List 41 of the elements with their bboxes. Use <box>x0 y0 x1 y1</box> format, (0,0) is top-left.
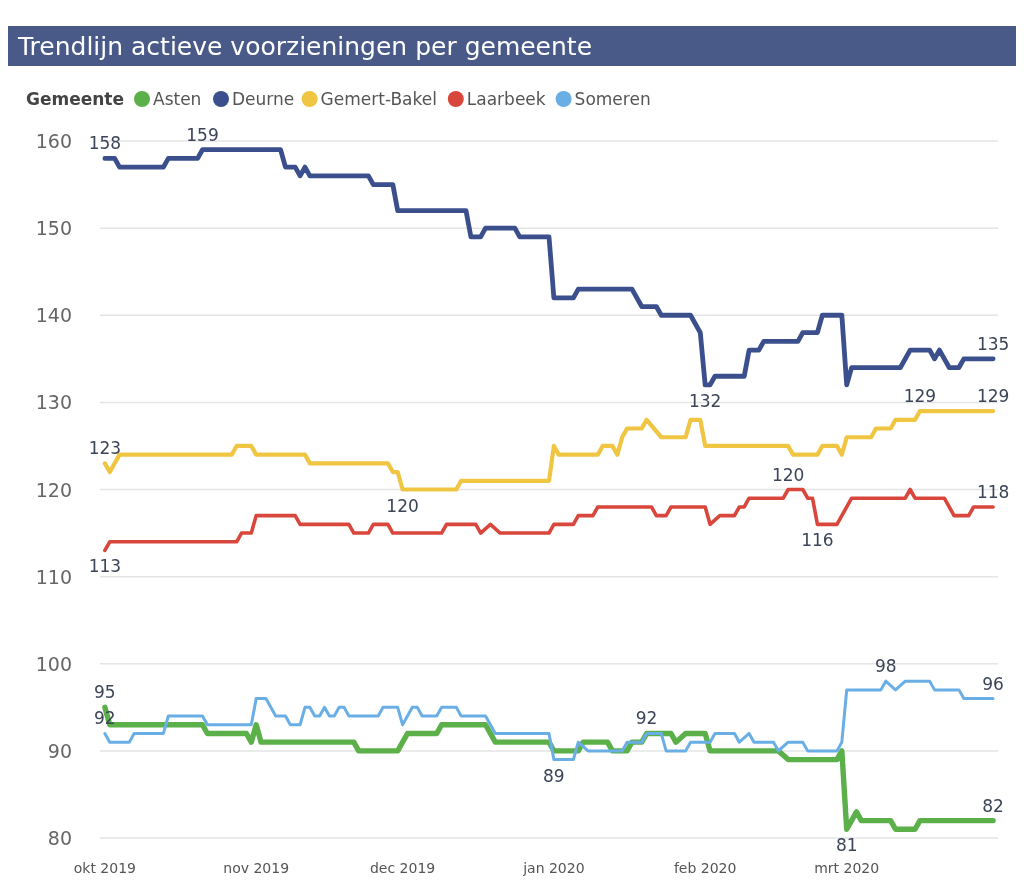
y-tick-label: 120 <box>35 478 72 501</box>
legend-label: Gemert-Bakel <box>320 89 437 109</box>
annotation: 129 <box>976 386 1010 407</box>
annotation: 89 <box>543 765 565 786</box>
annotation: 120 <box>386 495 419 516</box>
x-tick-label: jan 2020 <box>522 860 585 876</box>
x-tick-label: nov 2019 <box>223 860 290 876</box>
legend-title: Gemeente <box>26 89 125 109</box>
y-tick-label: 150 <box>35 217 72 240</box>
y-tick-label: 80 <box>47 827 72 849</box>
annotation: 116 <box>801 530 834 551</box>
y-tick-label: 100 <box>35 652 72 675</box>
annotation: 95 <box>94 682 116 703</box>
y-tick-label: 130 <box>35 391 72 414</box>
y-tick-label: 160 <box>35 130 72 152</box>
annotation: 92 <box>635 708 658 729</box>
annotation: 135 <box>976 333 1010 354</box>
annotation: 120 <box>771 464 805 485</box>
y-tick-label: 110 <box>35 565 72 588</box>
chart-title: Trendlijn actieve voorzieningen per gemeente <box>17 32 593 61</box>
y-tick-label: 90 <box>47 739 72 762</box>
x-tick-label: okt 2019 <box>73 860 137 876</box>
legend-label: Someren <box>574 89 651 109</box>
annotation: 113 <box>88 556 122 577</box>
annotation: 96 <box>982 673 1004 694</box>
annotation: 81 <box>835 835 858 856</box>
annotation: 132 <box>688 390 722 411</box>
y-tick-label: 140 <box>35 304 72 327</box>
x-tick-label: dec 2019 <box>369 860 436 876</box>
annotation: 123 <box>88 438 122 459</box>
annotation: 129 <box>903 386 937 407</box>
annotation: 159 <box>186 124 219 145</box>
x-tick-label: feb 2020 <box>673 860 737 876</box>
legend-label: Deurne <box>232 89 295 109</box>
annotation: 98 <box>874 656 897 677</box>
legend-label: Laarbeek <box>466 89 546 109</box>
x-tick-label: mrt 2020 <box>814 860 880 876</box>
annotation: 158 <box>88 133 122 154</box>
annotation: 82 <box>982 795 1004 816</box>
legend-label: Asten <box>153 89 202 109</box>
annotation: 118 <box>976 481 1010 502</box>
